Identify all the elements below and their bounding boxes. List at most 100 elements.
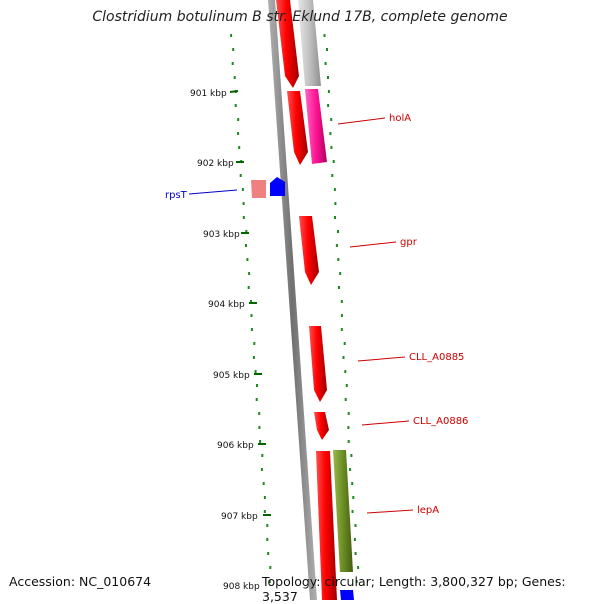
gc-dot (355, 580, 358, 583)
gc-dot (255, 398, 258, 401)
gene-feature-rrna[interactable] (270, 177, 285, 196)
gc-dot (351, 482, 354, 485)
gc-dot (237, 132, 240, 135)
gene-label-gpr[interactable]: gpr (400, 237, 418, 248)
gc-dot (331, 174, 334, 177)
gene-feature-CLL_A0886[interactable] (314, 412, 329, 440)
gc-dot (343, 342, 346, 345)
gc-dot (230, 34, 233, 37)
gc-dot (263, 510, 266, 513)
gc-content-track-outer (323, 34, 360, 583)
leader-line-holA (337, 117, 386, 125)
gc-dot (347, 426, 350, 429)
gc-dot (334, 202, 337, 205)
gc-dot (357, 566, 360, 569)
gc-content-track-inner (230, 34, 272, 583)
gene-feature-rpsT[interactable] (251, 180, 266, 198)
gene-feature-lepA[interactable] (316, 451, 337, 600)
tick-label-908: 908 kbp (223, 582, 260, 592)
gc-dot (246, 258, 249, 261)
gc-dot (347, 412, 350, 415)
gene-feature-blue[interactable] (340, 590, 354, 600)
gc-dot (247, 286, 250, 289)
gc-dot (266, 524, 269, 527)
gc-dot (256, 384, 258, 387)
genome-backbone (268, 0, 317, 600)
gc-dot (268, 580, 271, 583)
gc-dot (324, 62, 327, 65)
tick-label-907: 907 kbp (221, 512, 258, 522)
gene-feature-holA[interactable] (305, 89, 327, 164)
tick-marks (229, 90, 271, 516)
gc-dot (258, 412, 261, 415)
gc-dot (266, 538, 269, 541)
tick-label-902: 902 kbp (197, 159, 234, 169)
gc-dot (351, 510, 354, 513)
gc-dot (323, 34, 326, 37)
gene-label-CLL_A0885[interactable]: CLL_A0885 (409, 352, 464, 363)
gc-dot (327, 76, 329, 79)
gc-dot (340, 300, 343, 303)
gc-dot (263, 496, 266, 499)
gc-dot (333, 188, 336, 191)
gc-dot (231, 62, 234, 65)
gc-dot (342, 356, 345, 359)
gc-dot (344, 398, 347, 401)
gc-dot (259, 440, 262, 443)
map-title: Clostridium botulinum B str. Eklund 17B,… (92, 9, 508, 25)
gene-feature-cds[interactable] (276, 0, 299, 88)
gene-label-CLL_A0886[interactable]: CLL_A0886 (413, 416, 468, 427)
tick-label-904: 904 kbp (208, 300, 245, 310)
gc-dot (340, 328, 343, 331)
gene-feature-olive[interactable] (333, 450, 353, 572)
gc-dot (245, 230, 248, 233)
tick-labels: 901 kbp 902 kbp 903 kbp 904 kbp 905 kbp … (190, 89, 260, 592)
tick-label-901: 901 kbp (190, 89, 227, 99)
gc-dot (232, 48, 235, 51)
gene-label-holA[interactable]: holA (389, 113, 411, 124)
leader-line-CLL_A0885 (357, 356, 406, 362)
gene-feature-cds[interactable] (287, 91, 308, 165)
gc-dot (345, 384, 348, 387)
gene-features (251, 0, 354, 600)
gc-dot (254, 370, 257, 373)
gc-dot (242, 216, 245, 219)
gc-dot (241, 188, 244, 191)
gc-dot (338, 286, 340, 289)
gc-dot (332, 160, 335, 163)
accession-text: Accession: NC_010674 (9, 574, 152, 589)
gc-dot (335, 244, 338, 247)
tick-label-905: 905 kbp (213, 371, 250, 381)
gene-feature-CLL_A0885[interactable] (309, 326, 327, 402)
gc-dot (239, 174, 242, 177)
gene-feature-gpr[interactable] (299, 216, 319, 285)
gc-dot (337, 258, 340, 261)
gene-feature-cds[interactable] (298, 0, 321, 86)
gc-dot (347, 440, 350, 443)
gc-dot (260, 468, 263, 471)
gene-label-rpsT[interactable]: rpsT (165, 190, 188, 201)
gc-dot (261, 454, 264, 457)
gc-dot (269, 566, 272, 569)
gc-dot (354, 524, 357, 527)
gc-dot (262, 482, 265, 485)
gc-dot (327, 104, 330, 107)
gc-dot (353, 538, 356, 541)
gc-dot (327, 90, 330, 93)
gc-dot (329, 132, 332, 135)
gene-labels: holA rpsT gpr CLL_A0885 CLL_A0886 lepA (165, 113, 468, 516)
tick-label-903: 903 kbp (203, 230, 240, 240)
gc-dot (253, 342, 256, 345)
gc-dot (352, 496, 355, 499)
gc-dot (354, 552, 357, 555)
leader-line-rpsT (188, 189, 238, 195)
gc-dot (237, 118, 240, 121)
gene-label-lepA[interactable]: lepA (417, 505, 439, 516)
gc-dot (326, 48, 328, 51)
gc-dot (267, 552, 270, 555)
gc-dot (234, 104, 237, 107)
leader-line-lepA (366, 509, 414, 514)
gc-dot (250, 328, 253, 331)
gc-dot (340, 314, 343, 317)
